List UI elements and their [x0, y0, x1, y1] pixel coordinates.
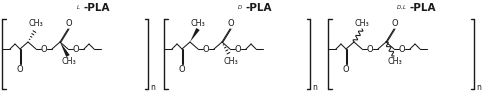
Text: O: O	[366, 45, 374, 54]
Text: n: n	[476, 82, 482, 91]
Text: O: O	[202, 45, 209, 54]
Text: O: O	[178, 64, 186, 73]
Text: O: O	[16, 64, 24, 73]
Text: CH₃: CH₃	[224, 57, 238, 66]
Text: -PLA: -PLA	[410, 3, 436, 13]
Text: n: n	[150, 82, 156, 91]
Text: O: O	[72, 45, 80, 54]
Text: -PLA: -PLA	[245, 3, 272, 13]
Text: O: O	[398, 45, 406, 54]
Text: $_D$: $_D$	[237, 3, 243, 12]
Text: $_L$: $_L$	[76, 3, 81, 12]
Text: CH₃: CH₃	[388, 57, 402, 66]
Text: O: O	[342, 64, 349, 73]
Text: -PLA: -PLA	[83, 3, 110, 13]
Text: O: O	[40, 45, 48, 54]
Text: O: O	[66, 20, 72, 29]
Text: CH₃: CH₃	[28, 19, 44, 27]
Text: O: O	[392, 20, 398, 29]
Text: CH₃: CH₃	[190, 19, 206, 27]
Text: n: n	[312, 82, 318, 91]
Text: CH₃: CH₃	[62, 57, 76, 66]
Polygon shape	[190, 28, 200, 42]
Polygon shape	[60, 42, 70, 57]
Text: O: O	[228, 20, 234, 29]
Text: O: O	[234, 45, 242, 54]
Text: CH₃: CH₃	[354, 19, 370, 27]
Text: $_{D,L}$: $_{D,L}$	[396, 3, 408, 12]
